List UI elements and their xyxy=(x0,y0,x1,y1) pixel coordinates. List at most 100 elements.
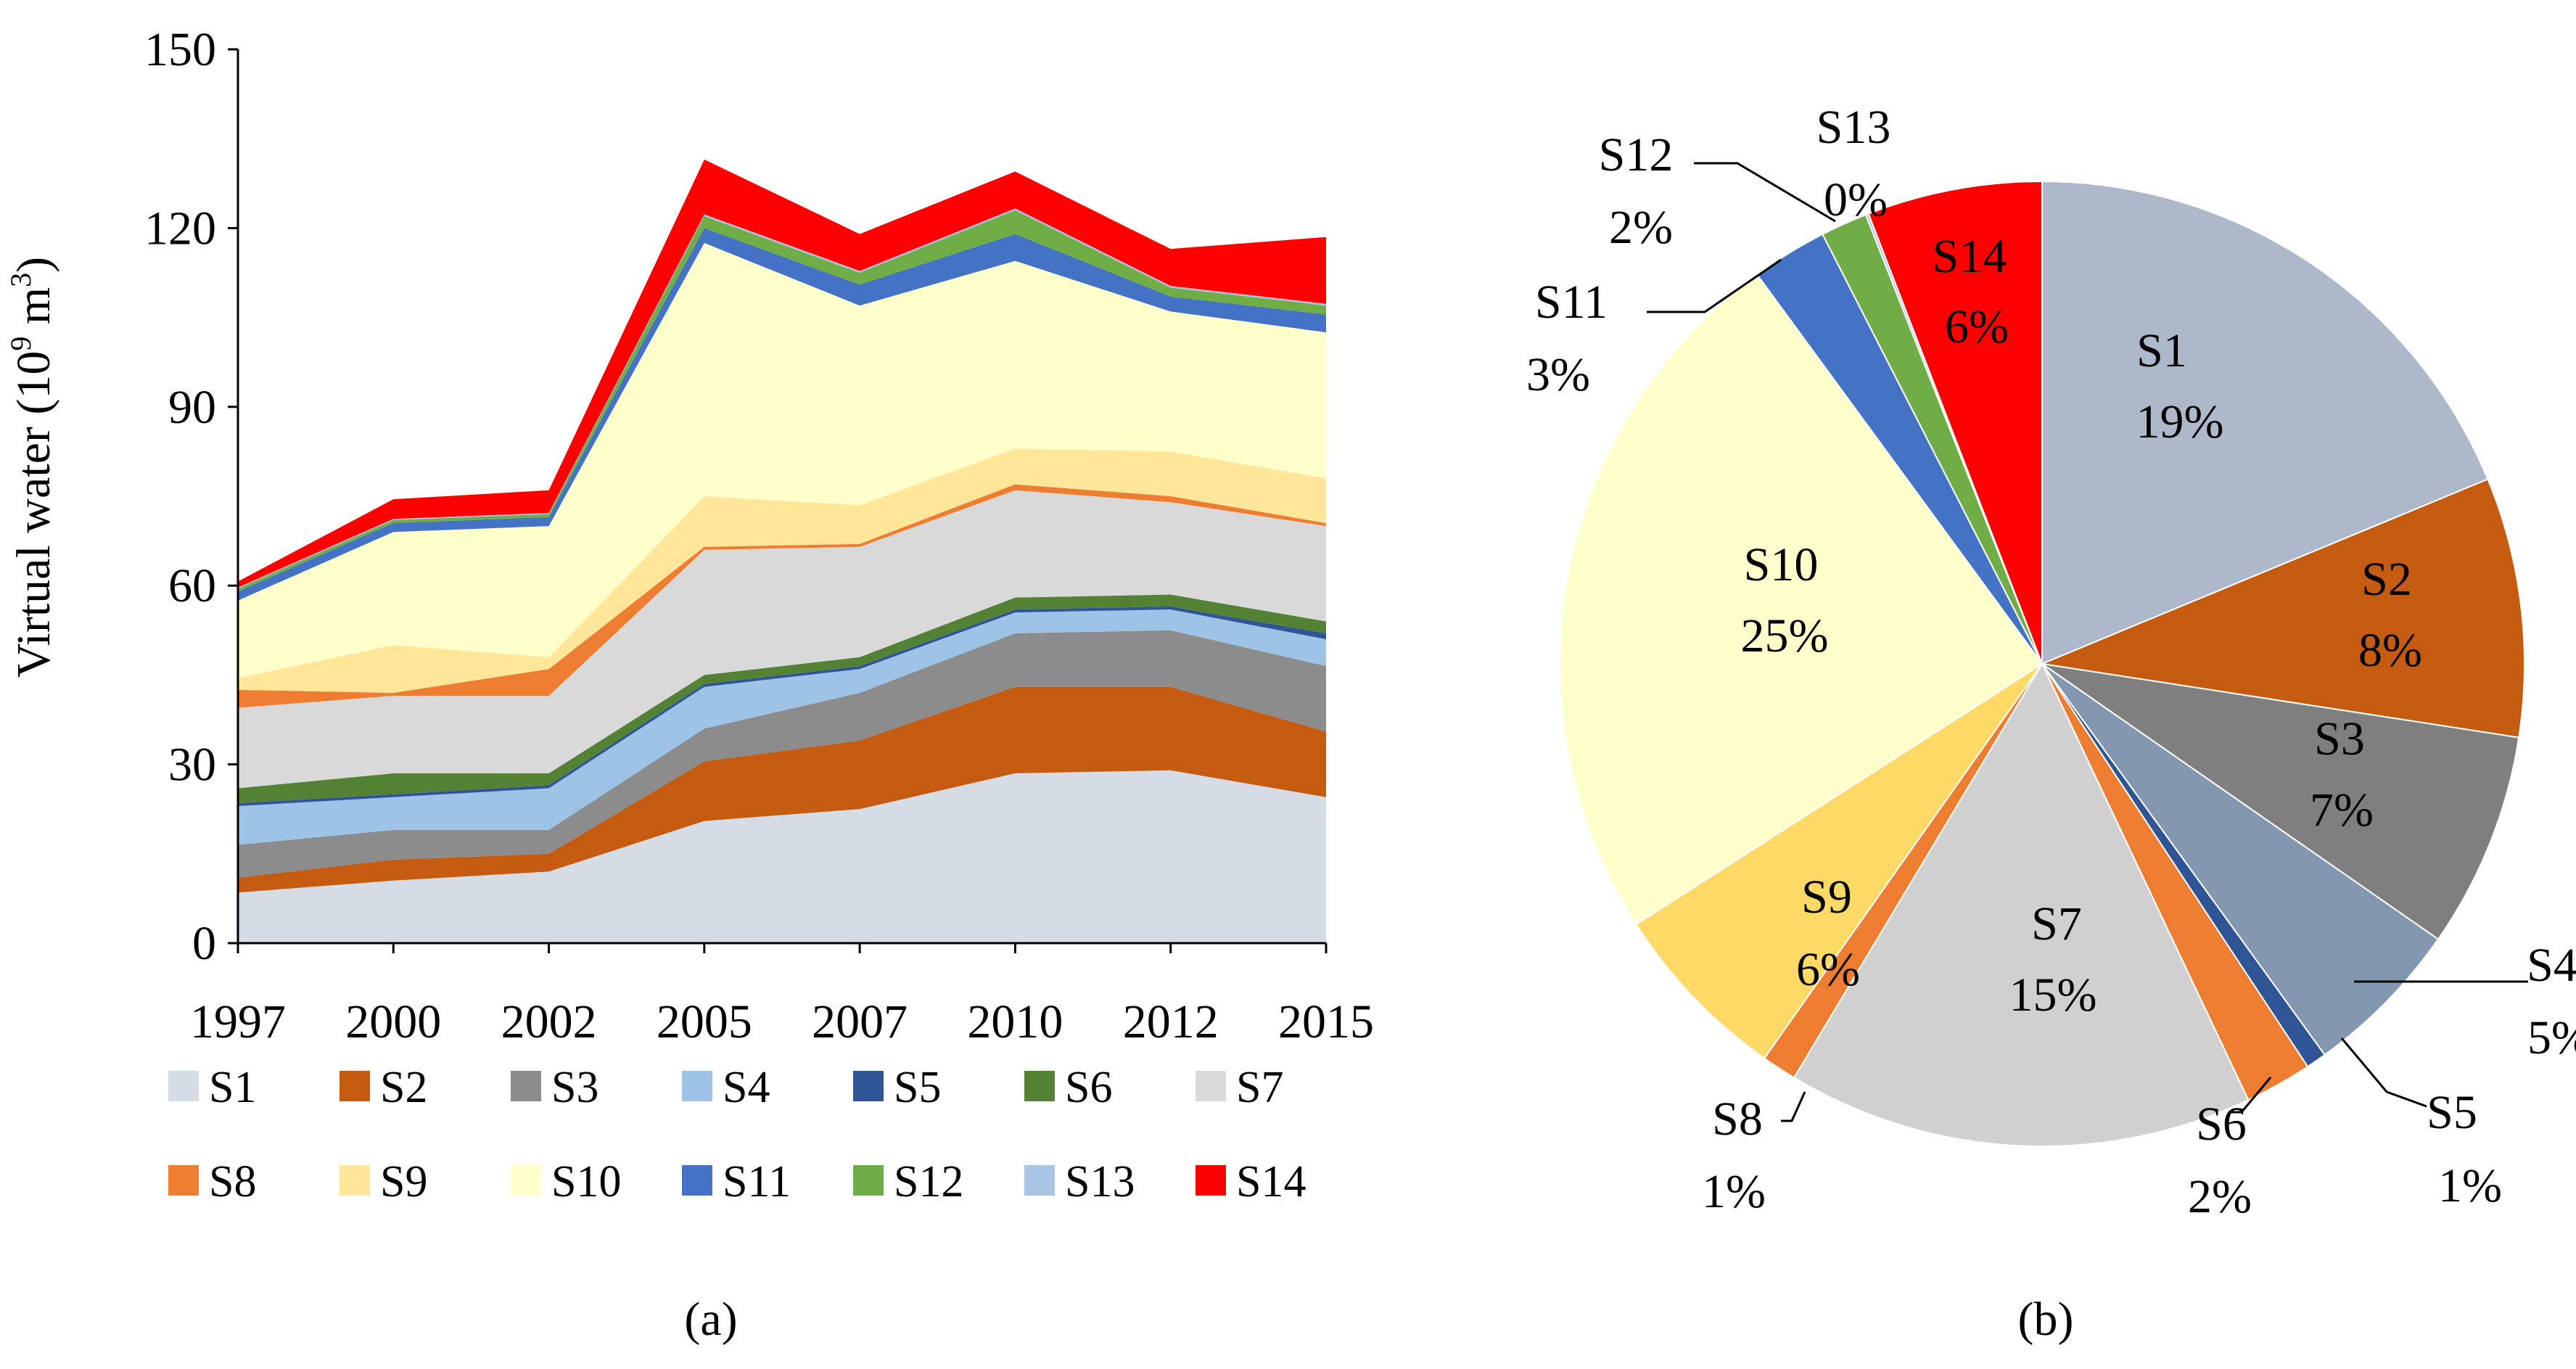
slice-name-s3: S3 xyxy=(2314,712,2365,765)
slice-name-s11: S11 xyxy=(1535,276,1608,329)
legend-label-s9: S9 xyxy=(380,1157,427,1206)
slice-pct-s1: 19% xyxy=(2136,395,2224,448)
y-tick-label: 90 xyxy=(168,381,216,434)
leader-line-s5 xyxy=(2340,1037,2427,1108)
slice-name-s9: S9 xyxy=(1801,871,1852,924)
slice-pct-s6: 2% xyxy=(2188,1170,2252,1223)
slice-pct-s2: 8% xyxy=(2358,624,2422,677)
y-tick-label: 0 xyxy=(192,917,216,970)
area-series-s2 xyxy=(238,686,1326,893)
legend-label-s1: S1 xyxy=(209,1063,256,1112)
legend-swatch-s6 xyxy=(1024,1071,1055,1101)
x-tick-label: 2000 xyxy=(345,995,441,1048)
slice-pct-s12: 2% xyxy=(1609,201,1673,254)
area-series-s3 xyxy=(238,630,1326,878)
leader-line-s11 xyxy=(1647,258,1782,313)
panel-a-caption: (a) xyxy=(684,1293,737,1346)
x-tick-label: 2002 xyxy=(501,995,597,1048)
y-tick-label: 120 xyxy=(144,202,216,255)
legend-swatch-s5 xyxy=(853,1071,884,1101)
pie-slice-s4 xyxy=(2041,663,2440,1056)
legend-swatch-s4 xyxy=(682,1071,712,1101)
slice-name-s2: S2 xyxy=(2361,553,2412,606)
legend-swatch-s14 xyxy=(1196,1165,1226,1196)
legend-swatch-s1 xyxy=(168,1071,199,1101)
pie-slice-s3 xyxy=(2041,663,2520,940)
legend-swatch-s2 xyxy=(340,1071,370,1101)
slice-pct-s14: 6% xyxy=(1945,300,2009,353)
x-tick-label: 1997 xyxy=(190,995,286,1048)
slice-name-s5: S5 xyxy=(2427,1086,2477,1139)
pie-slice-s2 xyxy=(2039,478,2525,739)
slice-pct-s13: 0% xyxy=(1824,173,1888,226)
area-series-s4 xyxy=(238,609,1326,845)
slice-pct-s10: 25% xyxy=(1741,609,1829,662)
area-series-s8 xyxy=(238,484,1326,708)
y-tick-label: 60 xyxy=(168,559,216,612)
legend-swatch-s7 xyxy=(1196,1071,1226,1101)
slice-name-s6: S6 xyxy=(2196,1098,2247,1151)
slice-pct-s7: 15% xyxy=(2009,969,2097,1021)
pie-slice-s9 xyxy=(1635,663,2043,1060)
slice-pct-s3: 7% xyxy=(2310,784,2374,836)
legend-label-s12: S12 xyxy=(894,1157,963,1206)
pie-chart: S1 19% S2 8% S3 7% S4 5% S5 1% S6 2% S7 15% S8 1% S9 6% S1… xyxy=(1526,101,2576,1346)
y-axis-label-unit-exponent: 3 xyxy=(4,273,37,287)
legend-swatch-s3 xyxy=(511,1071,541,1101)
area-series-s9 xyxy=(238,448,1326,693)
area-series-s10 xyxy=(238,242,1326,678)
legend-label-s8: S8 xyxy=(209,1157,256,1206)
y-tick-label: 150 xyxy=(144,23,216,76)
leader-line-s6 xyxy=(2229,1077,2272,1114)
y-axis-label-unit: m xyxy=(7,287,60,337)
pie-slices xyxy=(1559,180,2525,1148)
pie-slice-s10 xyxy=(1559,274,2044,926)
slice-pct-s9: 6% xyxy=(1796,943,1860,996)
x-tick-label: 2007 xyxy=(812,995,908,1048)
y-axis-label: Virtual water (109 m3) xyxy=(4,257,60,678)
legend-label-s3: S3 xyxy=(551,1063,598,1112)
area-series-s6 xyxy=(238,594,1326,803)
x-tick-label: 2005 xyxy=(657,995,752,1048)
legend-label-s5: S5 xyxy=(894,1063,941,1112)
pie-slice-s7 xyxy=(1793,662,2250,1148)
leader-lines xyxy=(1647,162,2528,1122)
area-series-s1 xyxy=(238,770,1326,943)
legend-swatch-s11 xyxy=(682,1165,712,1196)
axis-ticks: 0 30 60 90 120 150 1997 2000 2002 2005 2007 2010 201… xyxy=(144,23,1374,1048)
leader-line-s12 xyxy=(1694,162,1836,223)
slice-pct-s4: 5% xyxy=(2527,1011,2576,1064)
pie-slice-s14 xyxy=(1867,180,2043,665)
slice-pct-s5: 1% xyxy=(2438,1159,2502,1212)
legend-label-s11: S11 xyxy=(723,1157,791,1206)
leader-line-s8 xyxy=(1781,1091,1806,1122)
legend-label-s4: S4 xyxy=(723,1063,770,1112)
area-series-s7 xyxy=(238,490,1326,789)
panel-b-caption: (b) xyxy=(2018,1293,2074,1346)
legend-label-s2: S2 xyxy=(380,1063,427,1112)
legend-label-s13: S13 xyxy=(1065,1157,1135,1206)
slice-name-s10: S10 xyxy=(1744,538,1819,591)
area-series-group xyxy=(238,159,1326,943)
legend-label-s6: S6 xyxy=(1065,1063,1112,1112)
slice-name-s14: S14 xyxy=(1933,230,2007,283)
legend-swatch-s8 xyxy=(168,1165,199,1196)
slice-name-s4: S4 xyxy=(2527,939,2576,992)
slice-name-s12: S12 xyxy=(1599,128,1674,181)
slice-pct-s8: 1% xyxy=(1702,1165,1766,1218)
slice-name-s13: S13 xyxy=(1816,101,1891,154)
legend-label-s10: S10 xyxy=(551,1157,621,1206)
x-tick-label: 2012 xyxy=(1123,995,1219,1048)
slice-pct-s11: 3% xyxy=(1526,348,1590,401)
pie-slice-s1 xyxy=(2041,180,2489,665)
legend-swatch-s13 xyxy=(1024,1165,1055,1196)
y-tick-label: 30 xyxy=(168,739,216,792)
x-tick-label: 2010 xyxy=(967,995,1063,1048)
slice-labels: S1 19% S2 8% S3 7% S4 5% S5 1% S6 2% S7 15% S8 1% S9 6% S1… xyxy=(1526,101,2576,1223)
legend-swatch-s9 xyxy=(340,1165,370,1196)
legend-swatch-s12 xyxy=(853,1165,884,1196)
slice-name-s1: S1 xyxy=(2136,324,2187,377)
legend: S1 S2 S3 S4 S5 S6 S7 S8 S9 S10 S11 S12 S13 S14 xyxy=(168,1063,1306,1206)
slice-name-s7: S7 xyxy=(2031,897,2082,950)
